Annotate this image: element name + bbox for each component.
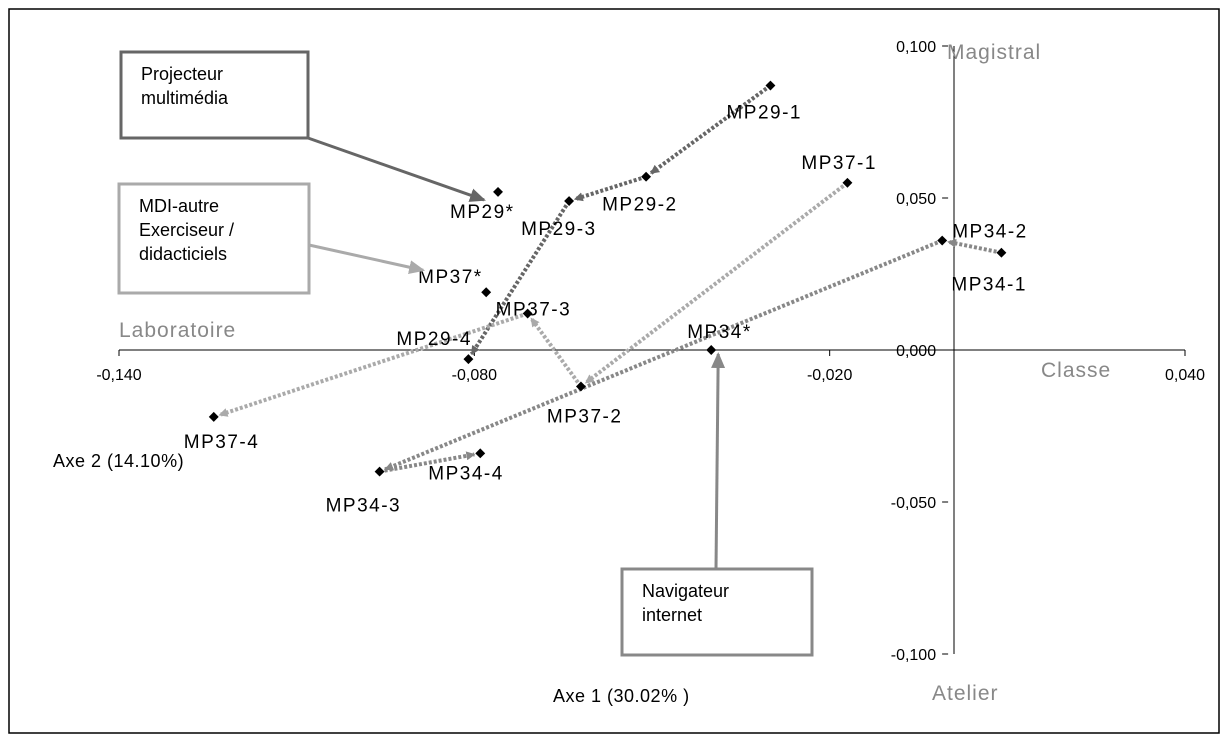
tick-labels: -0,140 -0,080 -0,020 0,040 0,100 0,050 0,000 -0… [96,39,1205,664]
y-axis-title: Axe 2 (14.10%) [53,451,184,471]
point-label: MP37-3 [496,300,572,321]
point-label: MP29-1 [726,103,802,124]
annotation-box [117,182,311,295]
y-tick-label: 0,050 [896,191,936,208]
pole-label-bottom: Atelier [932,682,999,705]
x-tick-label: 0,040 [1165,367,1205,384]
annotation-arrow [308,243,426,275]
data-point [208,411,219,422]
tick-marks [118,45,1186,655]
trajectory-arrow [384,238,943,472]
x-axis-title: Axe 1 (30.02% ) [553,686,690,706]
data-point [475,448,486,459]
trajectory-arrow [947,238,1002,255]
annotation-arrow [711,352,726,570]
trajectory-arrows [218,83,1002,474]
y-tick-label: 0,000 [896,343,936,360]
y-tick-label: -0,050 [891,495,936,512]
axes [119,46,1185,654]
point-label: MP29-4 [396,329,472,350]
point-label: MP37-2 [547,406,623,427]
annotation-text: didacticiels [139,244,227,264]
point-label: MP29-3 [521,219,597,240]
pole-label-left: Laboratoire [119,319,236,342]
annotation-box [119,50,310,140]
annotation-text: multimédia [141,88,229,108]
x-tick-label: -0,020 [807,367,852,384]
point-label: MP34-4 [428,463,504,484]
trajectory-arrow [573,174,647,202]
point-label: MP34-2 [952,222,1028,243]
annotation-text: Navigateur [642,581,729,601]
point-label: MP29* [450,202,515,223]
data-point [842,177,853,188]
point-label: MP34* [687,322,752,343]
annotation-box [620,567,814,657]
point-label: MP37-1 [801,153,877,174]
y-tick-label: -0,100 [891,647,936,664]
data-point [374,466,385,477]
x-tick-label: -0,140 [96,367,141,384]
data-point [765,80,776,91]
x-tick-label: -0,080 [452,367,497,384]
data-point [937,235,948,246]
pole-label-right: Classe [1041,359,1111,382]
annotation-text: MDI-autre [139,196,219,216]
data-point [996,247,1007,258]
annotation-text: internet [642,605,702,625]
data-point [641,171,652,182]
annotation-arrow [307,136,486,202]
point-label: MP37* [418,267,483,288]
data-point [481,287,492,298]
y-tick-label: 0,100 [896,39,936,56]
trajectory-arrow [529,317,583,388]
pole-label-top: Magistral [947,41,1041,64]
annotation-boxes: Projecteur multimédia MDI-autre Exerciseur … [117,50,814,657]
data-point [575,381,586,392]
data-point [564,196,575,206]
trajectory-arrow [379,451,476,474]
point-label: MP37-4 [184,432,260,453]
annotation-text: Projecteur [141,64,223,84]
trajectory-arrow [218,311,529,417]
data-point [493,186,503,197]
data-point [522,308,533,319]
annotation-text: Exerciseur / [139,220,234,240]
point-label: MP34-3 [326,496,402,517]
point-label: MP34-1 [951,275,1027,296]
point-label: MP29-2 [602,195,678,216]
data-point [463,354,474,365]
